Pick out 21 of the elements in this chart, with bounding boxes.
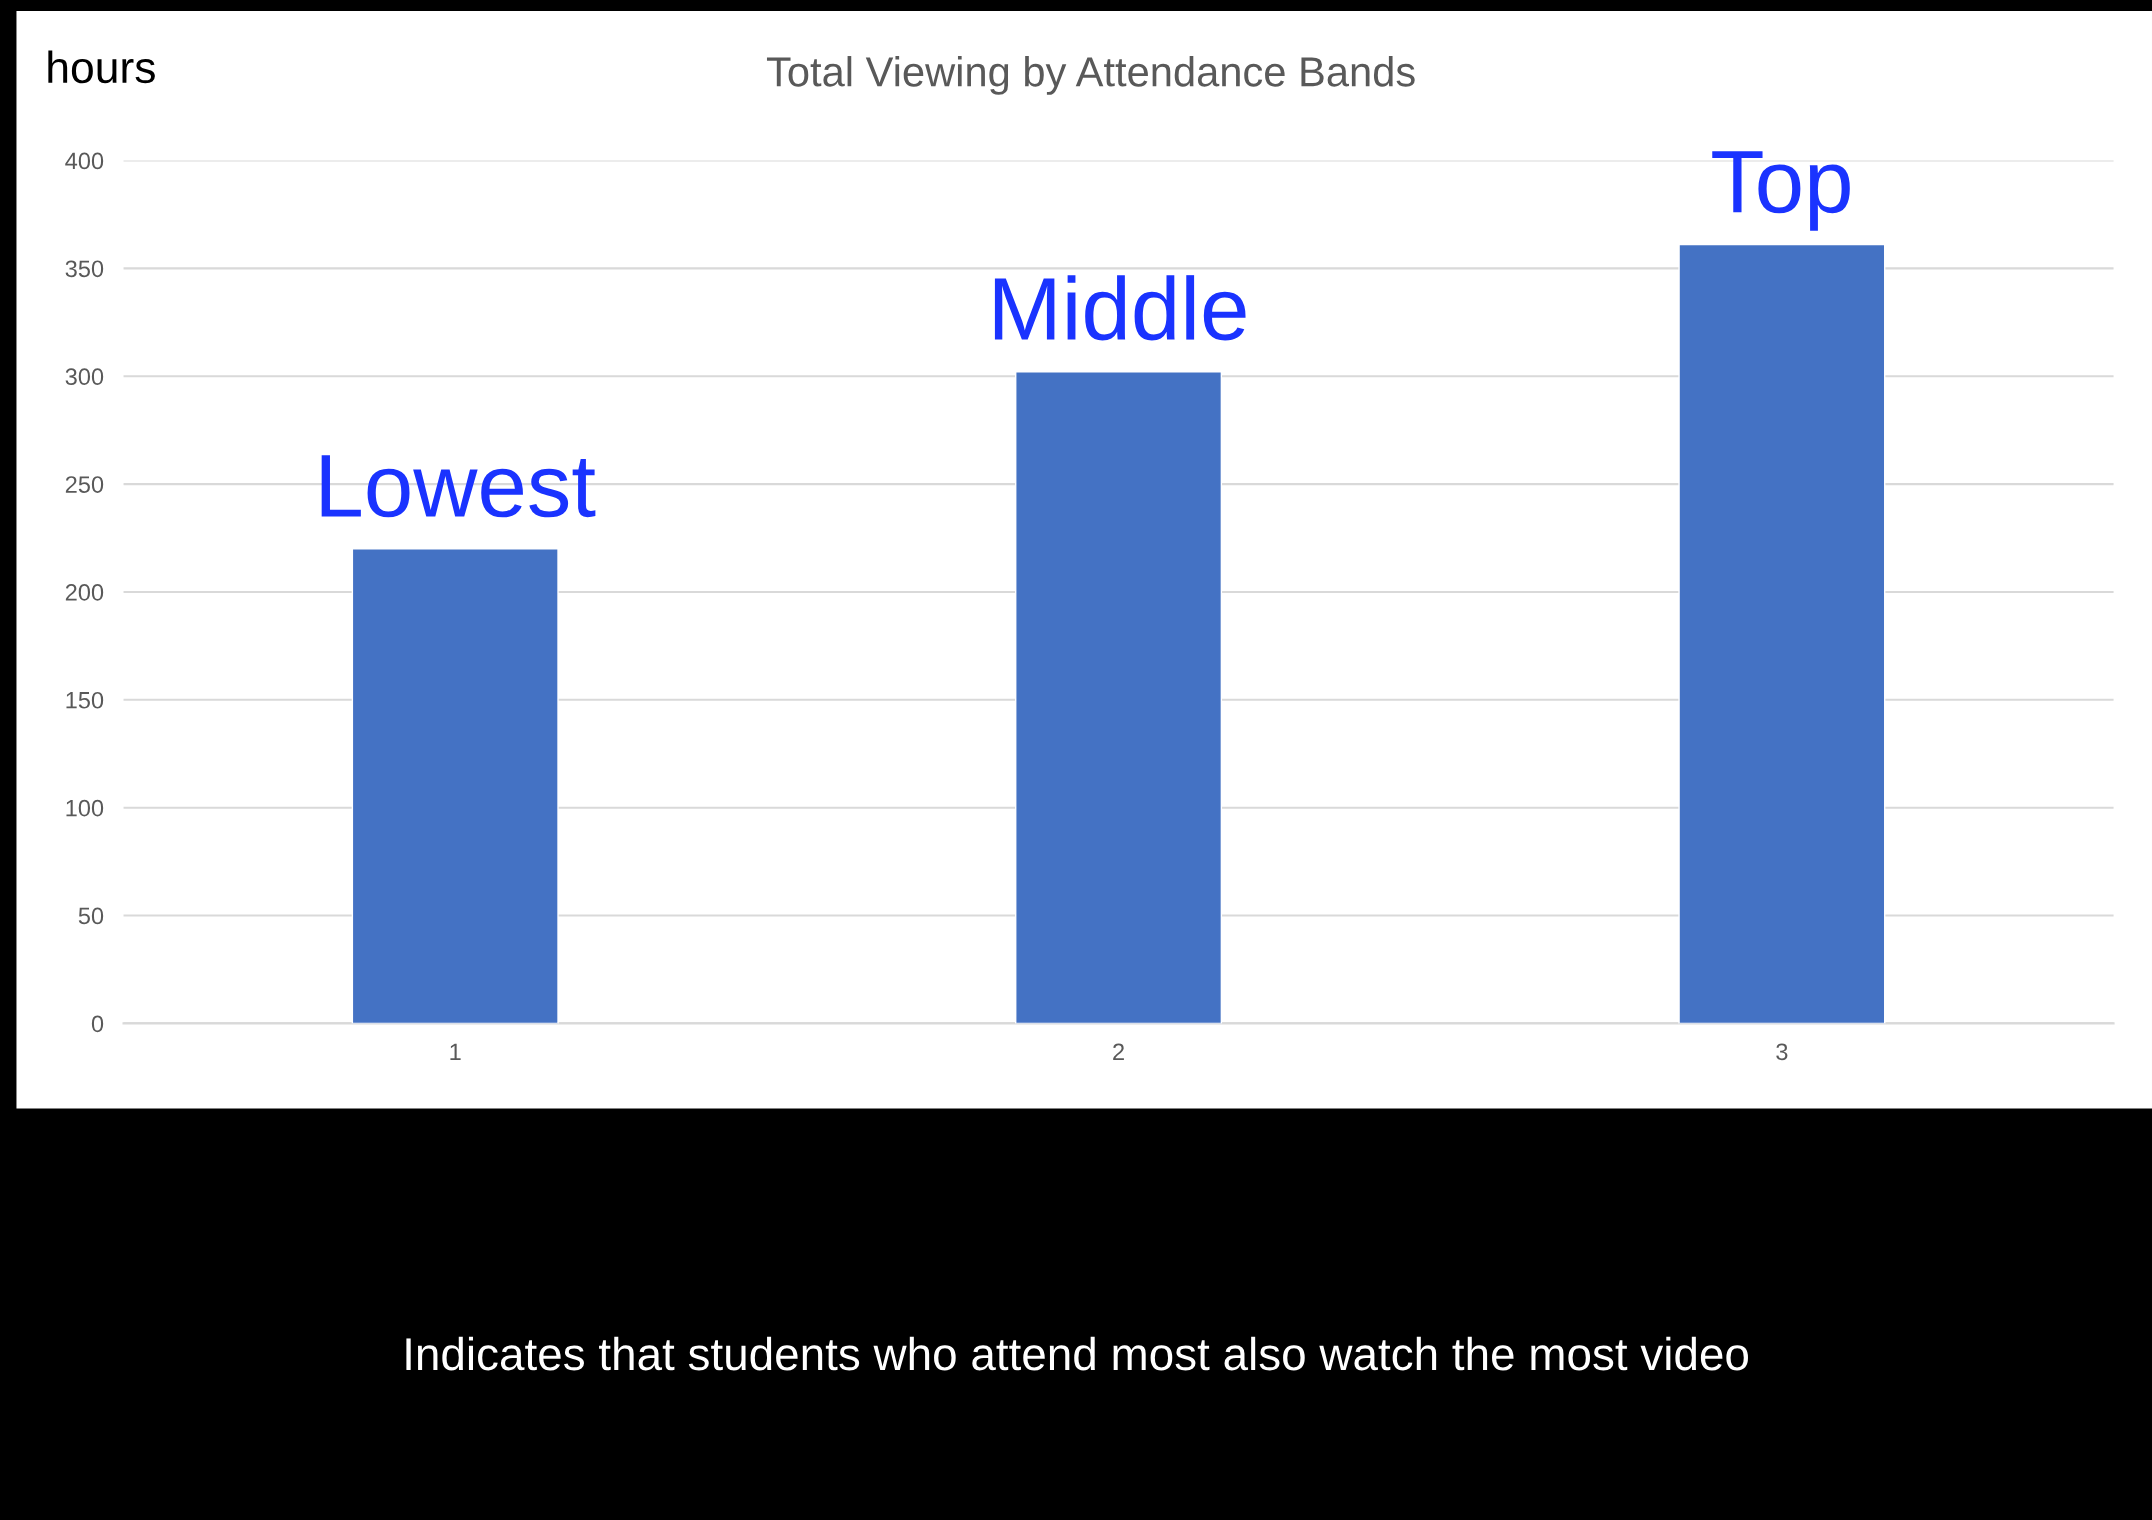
y-tick-label: 0	[91, 1015, 104, 1033]
x-tick-label: 3	[1776, 1043, 1788, 1061]
bar	[351, 548, 559, 1024]
y-tick-label: 300	[65, 368, 104, 386]
y-tick-label: 350	[65, 260, 104, 278]
y-tick-label: 150	[66, 691, 104, 709]
y-tick-label: 400	[65, 152, 104, 170]
annotation: Middle	[994, 275, 1246, 341]
annotation: Top	[1712, 151, 1850, 231]
y-tick-label: 200	[65, 584, 104, 601]
bar	[1678, 243, 1886, 1024]
bar	[1015, 371, 1223, 1024]
chart-title: Total Viewing by Attendance Bands	[766, 56, 1415, 95]
y-axis-title: hours	[48, 50, 155, 84]
x-tick-label: 2	[1113, 1043, 1124, 1060]
y-tick-label: 100	[66, 799, 104, 817]
y-tick-label: 250	[65, 476, 104, 493]
annotation: Lowest	[321, 455, 596, 518]
y-tick-label: 50	[78, 907, 104, 925]
text: Indicates that students who attend most also watch the most video	[406, 1336, 1748, 1371]
x-tick-label: 1	[450, 1043, 461, 1060]
